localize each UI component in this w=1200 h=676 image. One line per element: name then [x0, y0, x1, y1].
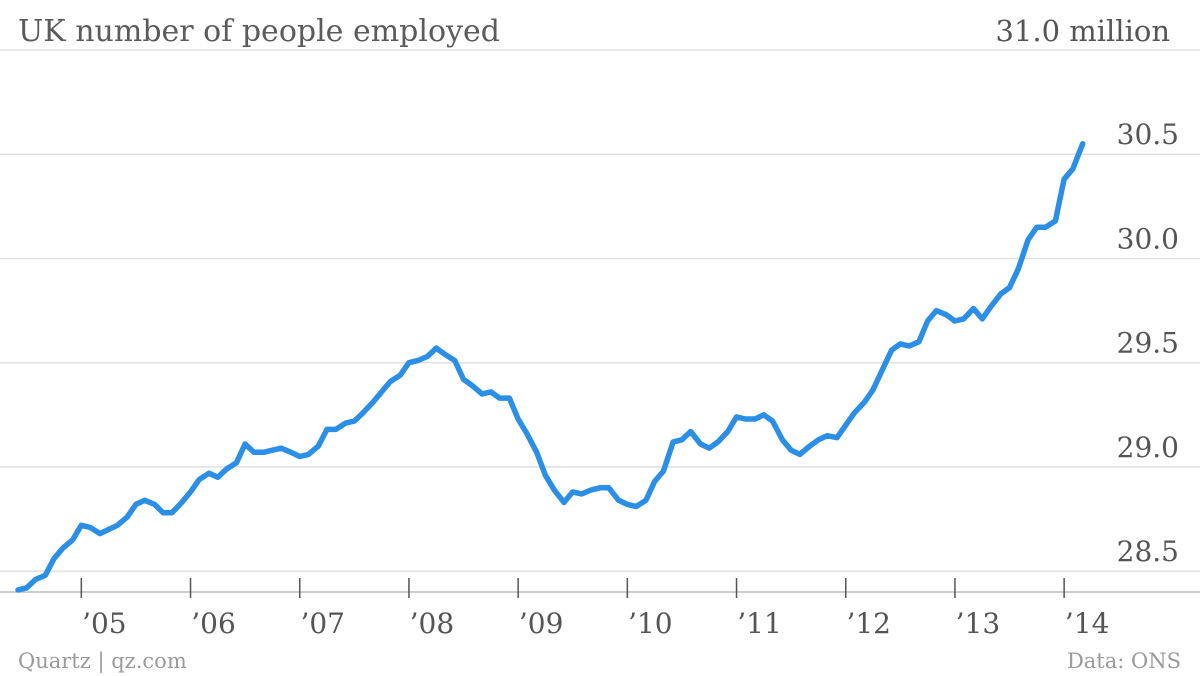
- x-tick-label: ’05: [82, 607, 127, 640]
- x-tick-label: ’14: [1065, 607, 1110, 640]
- series-layer: [15, 141, 1086, 593]
- y-axis-tick-labels: 28.5 29.0 29.5 30.0 30.5: [1117, 118, 1179, 568]
- x-tick-label: ’08: [410, 607, 455, 640]
- x-tick-label: ’13: [956, 607, 1001, 640]
- series-line-0: [15, 141, 1086, 593]
- gridlines: [0, 49, 1200, 572]
- source-text: Data: ONS: [1067, 649, 1181, 673]
- x-axis-ticks: ’05 ’06 ’07 ’08 ’09 ’10 ’11 ’12 ’13 ’14: [80, 578, 1110, 640]
- y-tick-label: 30.5: [1117, 118, 1179, 151]
- x-tick-label: ’10: [628, 607, 673, 640]
- chart-title: UK number of people employed: [18, 14, 500, 49]
- y-unit-label: 31.0 million: [995, 14, 1170, 48]
- x-tick-label: ’12: [846, 607, 891, 640]
- x-tick-label: ’07: [300, 607, 345, 640]
- y-tick-label: 28.5: [1117, 535, 1179, 568]
- y-tick-label: 29.5: [1117, 327, 1179, 360]
- credit-text: Quartz | qz.com: [18, 649, 187, 674]
- x-tick-label: ’06: [191, 607, 236, 640]
- x-tick-label: ’11: [737, 607, 782, 640]
- x-tick-label: ’09: [519, 607, 564, 640]
- y-tick-label: 30.0: [1117, 222, 1179, 255]
- y-tick-label: 29.0: [1117, 431, 1179, 464]
